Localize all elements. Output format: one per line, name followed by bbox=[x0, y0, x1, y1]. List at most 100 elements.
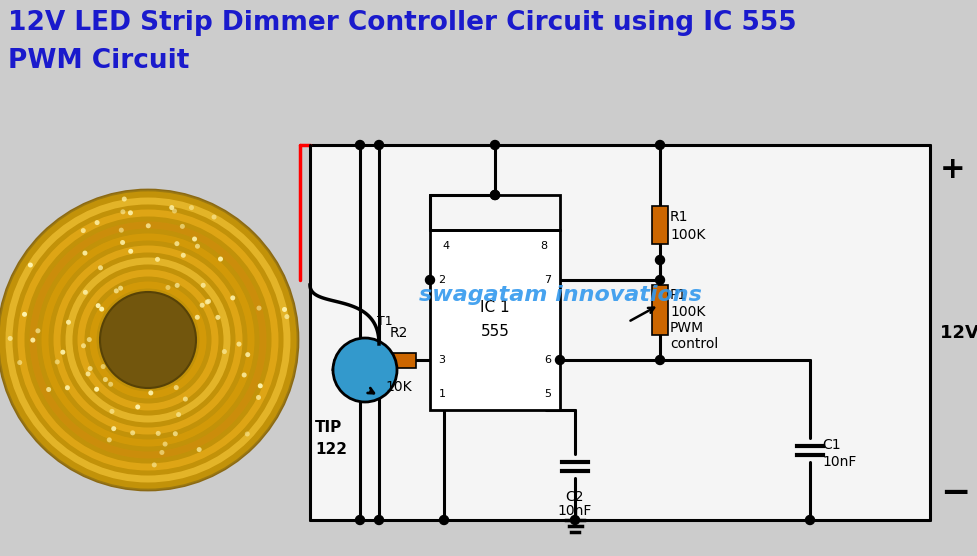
Circle shape bbox=[96, 303, 101, 308]
Circle shape bbox=[194, 315, 200, 320]
Text: 100K: 100K bbox=[670, 228, 705, 242]
Text: PWM: PWM bbox=[670, 321, 704, 335]
Circle shape bbox=[108, 382, 113, 387]
Circle shape bbox=[46, 387, 51, 392]
Text: P1: P1 bbox=[670, 288, 687, 302]
Circle shape bbox=[196, 447, 201, 452]
Circle shape bbox=[81, 228, 86, 233]
Circle shape bbox=[556, 355, 565, 365]
Circle shape bbox=[199, 302, 204, 307]
Circle shape bbox=[356, 141, 364, 150]
Text: 4: 4 bbox=[443, 241, 449, 251]
Circle shape bbox=[35, 328, 40, 333]
Text: 10nF: 10nF bbox=[822, 455, 857, 469]
Circle shape bbox=[245, 431, 250, 436]
Circle shape bbox=[165, 285, 170, 290]
Bar bbox=[430, 195, 560, 230]
Circle shape bbox=[656, 355, 664, 365]
Text: +: + bbox=[940, 155, 965, 184]
Text: R1: R1 bbox=[670, 210, 689, 224]
Circle shape bbox=[88, 366, 93, 371]
Text: 7: 7 bbox=[544, 275, 552, 285]
Text: 122: 122 bbox=[315, 442, 347, 457]
Circle shape bbox=[656, 256, 664, 265]
Circle shape bbox=[82, 251, 88, 256]
Circle shape bbox=[103, 377, 107, 382]
Text: R2: R2 bbox=[390, 326, 408, 340]
Circle shape bbox=[183, 396, 188, 401]
Text: 2: 2 bbox=[439, 275, 446, 285]
Circle shape bbox=[81, 343, 86, 348]
Circle shape bbox=[175, 241, 180, 246]
Text: T1: T1 bbox=[377, 315, 393, 328]
Circle shape bbox=[83, 290, 88, 295]
Text: C2: C2 bbox=[566, 490, 584, 504]
Circle shape bbox=[490, 191, 499, 200]
Circle shape bbox=[374, 141, 384, 150]
Text: swagatam innovations: swagatam innovations bbox=[418, 285, 701, 305]
Circle shape bbox=[130, 430, 135, 435]
Circle shape bbox=[571, 515, 579, 524]
Circle shape bbox=[135, 404, 141, 409]
Circle shape bbox=[245, 352, 250, 357]
Text: TIP: TIP bbox=[315, 420, 342, 435]
Circle shape bbox=[18, 360, 22, 365]
Circle shape bbox=[28, 262, 33, 267]
Circle shape bbox=[113, 289, 119, 294]
Text: 10nF: 10nF bbox=[558, 504, 592, 518]
Circle shape bbox=[155, 257, 160, 262]
Text: 12V LED Strip Dimmer Controller Circuit using IC 555: 12V LED Strip Dimmer Controller Circuit … bbox=[8, 10, 796, 36]
Circle shape bbox=[282, 307, 287, 312]
Text: 1: 1 bbox=[439, 389, 446, 399]
Circle shape bbox=[101, 364, 106, 369]
Circle shape bbox=[236, 341, 241, 346]
Circle shape bbox=[106, 438, 111, 443]
Circle shape bbox=[656, 141, 664, 150]
Circle shape bbox=[258, 383, 263, 388]
Text: 100K: 100K bbox=[670, 305, 705, 319]
Circle shape bbox=[111, 426, 116, 431]
Circle shape bbox=[169, 205, 174, 210]
Circle shape bbox=[98, 265, 103, 270]
Circle shape bbox=[180, 224, 185, 229]
Circle shape bbox=[66, 320, 71, 325]
Circle shape bbox=[0, 190, 298, 490]
Circle shape bbox=[155, 431, 160, 436]
Circle shape bbox=[149, 390, 153, 395]
Bar bbox=[652, 285, 668, 335]
Circle shape bbox=[95, 220, 100, 225]
Circle shape bbox=[8, 336, 13, 341]
Circle shape bbox=[87, 337, 92, 342]
Circle shape bbox=[218, 256, 223, 261]
Circle shape bbox=[490, 141, 499, 150]
Circle shape bbox=[86, 371, 91, 376]
Text: control: control bbox=[670, 337, 718, 351]
Text: 3: 3 bbox=[439, 355, 446, 365]
Circle shape bbox=[212, 215, 217, 220]
Circle shape bbox=[122, 196, 127, 201]
Bar bbox=[378, 353, 416, 368]
Text: C1: C1 bbox=[822, 438, 840, 452]
Text: PWM Circuit: PWM Circuit bbox=[8, 48, 190, 74]
Circle shape bbox=[490, 191, 499, 200]
Circle shape bbox=[173, 431, 178, 436]
Circle shape bbox=[94, 387, 99, 392]
Circle shape bbox=[206, 299, 211, 304]
Circle shape bbox=[128, 249, 133, 254]
Circle shape bbox=[176, 412, 181, 417]
Bar bbox=[310, 145, 930, 520]
Circle shape bbox=[656, 276, 664, 285]
Circle shape bbox=[151, 463, 156, 468]
Circle shape bbox=[333, 338, 397, 402]
Circle shape bbox=[231, 295, 235, 300]
Circle shape bbox=[241, 373, 247, 378]
Bar bbox=[652, 206, 668, 244]
Bar bbox=[430, 230, 560, 410]
Circle shape bbox=[426, 276, 435, 285]
Circle shape bbox=[100, 306, 105, 311]
Circle shape bbox=[215, 315, 221, 320]
Circle shape bbox=[162, 441, 168, 446]
Text: −: − bbox=[940, 476, 970, 510]
Circle shape bbox=[181, 253, 186, 258]
Circle shape bbox=[172, 208, 177, 214]
